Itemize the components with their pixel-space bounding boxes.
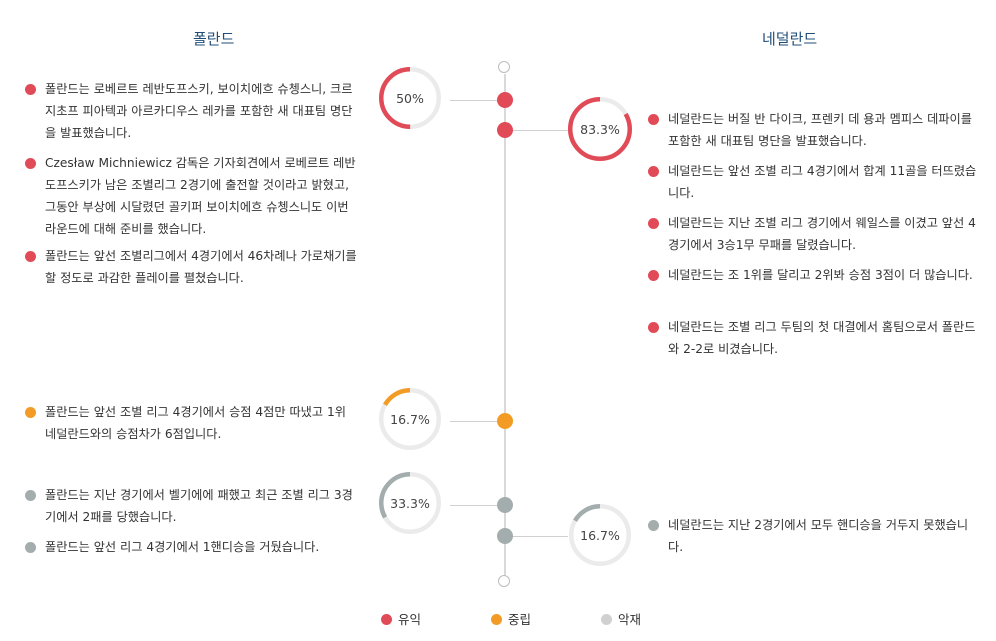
- left-item-text: 폴란드는 앞선 조별 리그 4경기에서 승점 4점만 따냈고 1위 네덜란드와의…: [45, 405, 346, 441]
- right-item: 네덜란드는 앞선 조별 리그 4경기에서 합계 11골을 터뜨렸습니다.: [648, 160, 983, 204]
- connector-line: [512, 130, 568, 131]
- left-item: Czesław Michniewicz 감독은 기자회견에서 로베르트 레반도프…: [25, 152, 360, 240]
- legend-dot-icon: [601, 614, 612, 625]
- donut-poland-neutral: 16.7%: [378, 387, 442, 451]
- timeline-line: [504, 74, 506, 580]
- donut-ring: [379, 388, 441, 450]
- left-item: 폴란드는 앞선 조별 리그 4경기에서 승점 4점만 따냈고 1위 네덜란드와의…: [25, 401, 360, 445]
- left-item-text: 폴란드는 로베르트 레반도프스키, 보이치에흐 슈쳉스니, 크르지초프 피아텍과…: [45, 82, 353, 140]
- donut-percent: 50%: [396, 90, 424, 106]
- legend-item-positive: 유익: [381, 609, 421, 628]
- connector-line: [450, 100, 498, 101]
- positive-dot-icon: [648, 322, 659, 333]
- positive-dot-icon: [648, 218, 659, 229]
- positive-dot-icon: [648, 166, 659, 177]
- donut-arc: [569, 504, 631, 566]
- donut-percent: 16.7%: [390, 411, 430, 427]
- legend-dot-icon: [381, 614, 392, 625]
- donut-poland-positive: 50%: [378, 66, 442, 130]
- legend-label: 악재: [618, 612, 642, 627]
- donut-poland-negative: 33.3%: [378, 471, 442, 535]
- right-item: 네덜란드는 조별 리그 두팀의 첫 대결에서 홈팀으로서 폴란드와 2-2로 비…: [648, 316, 983, 360]
- timeline-node-negative: [497, 528, 513, 544]
- neutral-dot-icon: [25, 407, 36, 418]
- timeline-end-icon: [498, 575, 510, 587]
- legend-label: 유익: [398, 612, 422, 627]
- right-item-text: 네덜란드는 버질 반 다이크, 프렌키 데 용과 멤피스 데파이를 포함한 새 …: [668, 112, 972, 148]
- donut-percent: 33.3%: [390, 495, 430, 511]
- connector-line: [450, 505, 498, 506]
- connector-line: [512, 536, 568, 537]
- positive-dot-icon: [25, 251, 36, 262]
- team-title-poland: 폴란드: [193, 30, 235, 48]
- left-item-text: 폴란드는 지난 경기에서 벨기에에 패했고 최근 조별 리그 3경기에서 2패를…: [45, 488, 353, 524]
- left-item-text: Czesław Michniewicz 감독은 기자회견에서 로베르트 레반도프…: [45, 156, 356, 236]
- positive-dot-icon: [648, 114, 659, 125]
- right-item: 네덜란드는 버질 반 다이크, 프렌키 데 용과 멤피스 데파이를 포함한 새 …: [648, 108, 983, 152]
- donut-percent: 83.3%: [580, 121, 620, 137]
- positive-dot-icon: [25, 158, 36, 169]
- legend-label: 중립: [508, 612, 532, 627]
- timeline-node-negative: [497, 497, 513, 513]
- timeline-node-neutral: [497, 413, 513, 429]
- right-item-text: 네덜란드는 지난 조별 리그 경기에서 웨일스를 이겼고 앞선 4경기에서 3승…: [668, 216, 976, 252]
- right-item-text: 네덜란드는 지난 2경기에서 모두 핸디승을 거두지 못했습니다.: [668, 518, 969, 554]
- legend-item-neutral: 중립: [491, 609, 531, 628]
- donut-arc: [379, 388, 441, 450]
- right-item-text: 네덜란드는 앞선 조별 리그 4경기에서 합계 11골을 터뜨렸습니다.: [668, 164, 977, 200]
- right-item-text: 네덜란드는 조별 리그 두팀의 첫 대결에서 홈팀으로서 폴란드와 2-2로 비…: [668, 320, 976, 356]
- positive-dot-icon: [25, 84, 36, 95]
- donut-arc: [568, 97, 632, 161]
- donut-netherlands-negative: 16.7%: [568, 503, 632, 567]
- left-item: 폴란드는 로베르트 레반도프스키, 보이치에흐 슈쳉스니, 크르지초프 피아텍과…: [25, 78, 360, 144]
- left-item: 폴란드는 앞선 조별리그에서 4경기에서 46차례나 가로채기를 할 정도로 과…: [25, 245, 360, 289]
- left-item: 폴란드는 앞선 리그 4경기에서 1핸디승을 거뒀습니다.: [25, 536, 360, 558]
- left-item-text: 폴란드는 앞선 리그 4경기에서 1핸디승을 거뒀습니다.: [45, 540, 320, 554]
- timeline-node-positive: [497, 92, 513, 108]
- negative-dot-icon: [25, 542, 36, 553]
- donut-percent: 16.7%: [580, 527, 620, 543]
- negative-dot-icon: [25, 490, 36, 501]
- negative-dot-icon: [648, 520, 659, 531]
- donut-ring: [568, 97, 632, 161]
- positive-dot-icon: [648, 270, 659, 281]
- right-item: 네덜란드는 지난 조별 리그 경기에서 웨일스를 이겼고 앞선 4경기에서 3승…: [648, 212, 983, 256]
- donut-ring: [379, 67, 441, 129]
- left-item: 폴란드는 지난 경기에서 벨기에에 패했고 최근 조별 리그 3경기에서 2패를…: [25, 484, 360, 528]
- right-item-text: 네덜란드는 조 1위를 달리고 2위봐 승점 3점이 더 많습니다.: [668, 268, 973, 282]
- donut-ring: [379, 472, 441, 534]
- donut-arc: [379, 67, 441, 129]
- right-item: 네덜란드는 조 1위를 달리고 2위봐 승점 3점이 더 많습니다.: [648, 264, 983, 286]
- connector-line: [450, 421, 498, 422]
- donut-ring: [569, 504, 631, 566]
- left-item-text: 폴란드는 앞선 조별리그에서 4경기에서 46차례나 가로채기를 할 정도로 과…: [45, 249, 357, 285]
- legend-item-negative: 악재: [601, 609, 641, 628]
- legend-dot-icon: [491, 614, 502, 625]
- team-title-netherlands: 네덜란드: [762, 30, 818, 48]
- timeline-start-icon: [498, 61, 510, 73]
- donut-netherlands-positive: 83.3%: [567, 96, 633, 162]
- timeline-node-positive: [497, 122, 513, 138]
- right-item: 네덜란드는 지난 2경기에서 모두 핸디승을 거두지 못했습니다.: [648, 514, 983, 558]
- donut-arc: [379, 472, 441, 534]
